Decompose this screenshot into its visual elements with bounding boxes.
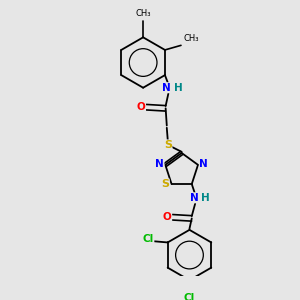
Text: N: N — [155, 159, 164, 169]
Text: O: O — [137, 102, 146, 112]
Text: Cl: Cl — [142, 234, 154, 244]
Text: O: O — [163, 212, 172, 222]
Text: N: N — [162, 83, 171, 93]
Text: N: N — [199, 159, 208, 169]
Text: CH₃: CH₃ — [135, 9, 151, 18]
Text: S: S — [164, 140, 172, 150]
Text: H: H — [174, 83, 182, 93]
Text: Cl: Cl — [184, 293, 195, 300]
Text: S: S — [161, 179, 169, 189]
Text: CH₃: CH₃ — [183, 34, 199, 43]
Text: H: H — [201, 193, 210, 203]
Text: N: N — [190, 193, 198, 203]
